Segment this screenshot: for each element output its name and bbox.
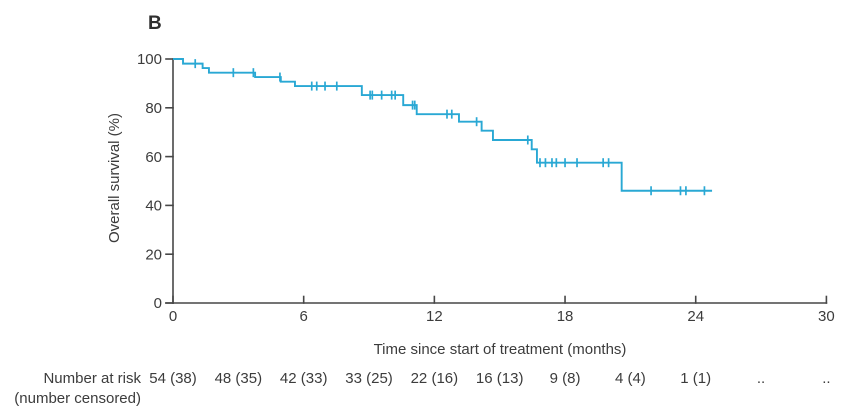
x-tick-label: 0: [169, 308, 177, 325]
curve-layer: [173, 58, 713, 196]
x-axis-title: Time since start of treatment (months): [374, 341, 627, 358]
y-tick-label: 20: [145, 246, 162, 263]
risk-row-label-line2: (number censored): [14, 390, 141, 407]
risk-values-layer: 54 (38) 48 (35) 42 (33) 33 (25) 22 (16) 16 (1…: [149, 370, 830, 387]
risk-value: 22 (16): [411, 370, 459, 387]
risk-value: ..: [822, 370, 830, 387]
risk-value: 48 (35): [215, 370, 263, 387]
x-tick-label: 12: [426, 308, 443, 325]
y-tick-label: 40: [145, 198, 162, 215]
y-tick-label: 80: [145, 100, 162, 117]
risk-value: 1 (1): [680, 370, 711, 387]
km-survival-curve: [173, 58, 713, 192]
panel-label: B: [148, 13, 162, 34]
risk-value: 54 (38): [149, 370, 197, 387]
y-axis-title: Overall survival (%): [106, 113, 123, 243]
x-tick-label: 30: [818, 308, 835, 325]
x-tick-label: 6: [300, 308, 308, 325]
risk-value: 42 (33): [280, 370, 328, 387]
y-tick-label: 60: [145, 149, 162, 166]
y-tick-label: 100: [137, 51, 162, 68]
axes-layer: 0 20 40 60 80 100 0 6 12 18 24 30: [137, 51, 835, 325]
x-tick-label: 18: [557, 308, 574, 325]
risk-value: 9 (8): [550, 370, 581, 387]
risk-row-label-line1: Number at risk: [43, 370, 141, 387]
risk-value: 4 (4): [615, 370, 646, 387]
risk-value: 16 (13): [476, 370, 524, 387]
risk-value: 33 (25): [345, 370, 393, 387]
risk-value: ..: [757, 370, 765, 387]
x-tick-label: 24: [687, 308, 704, 325]
y-tick-label: 0: [154, 295, 162, 312]
